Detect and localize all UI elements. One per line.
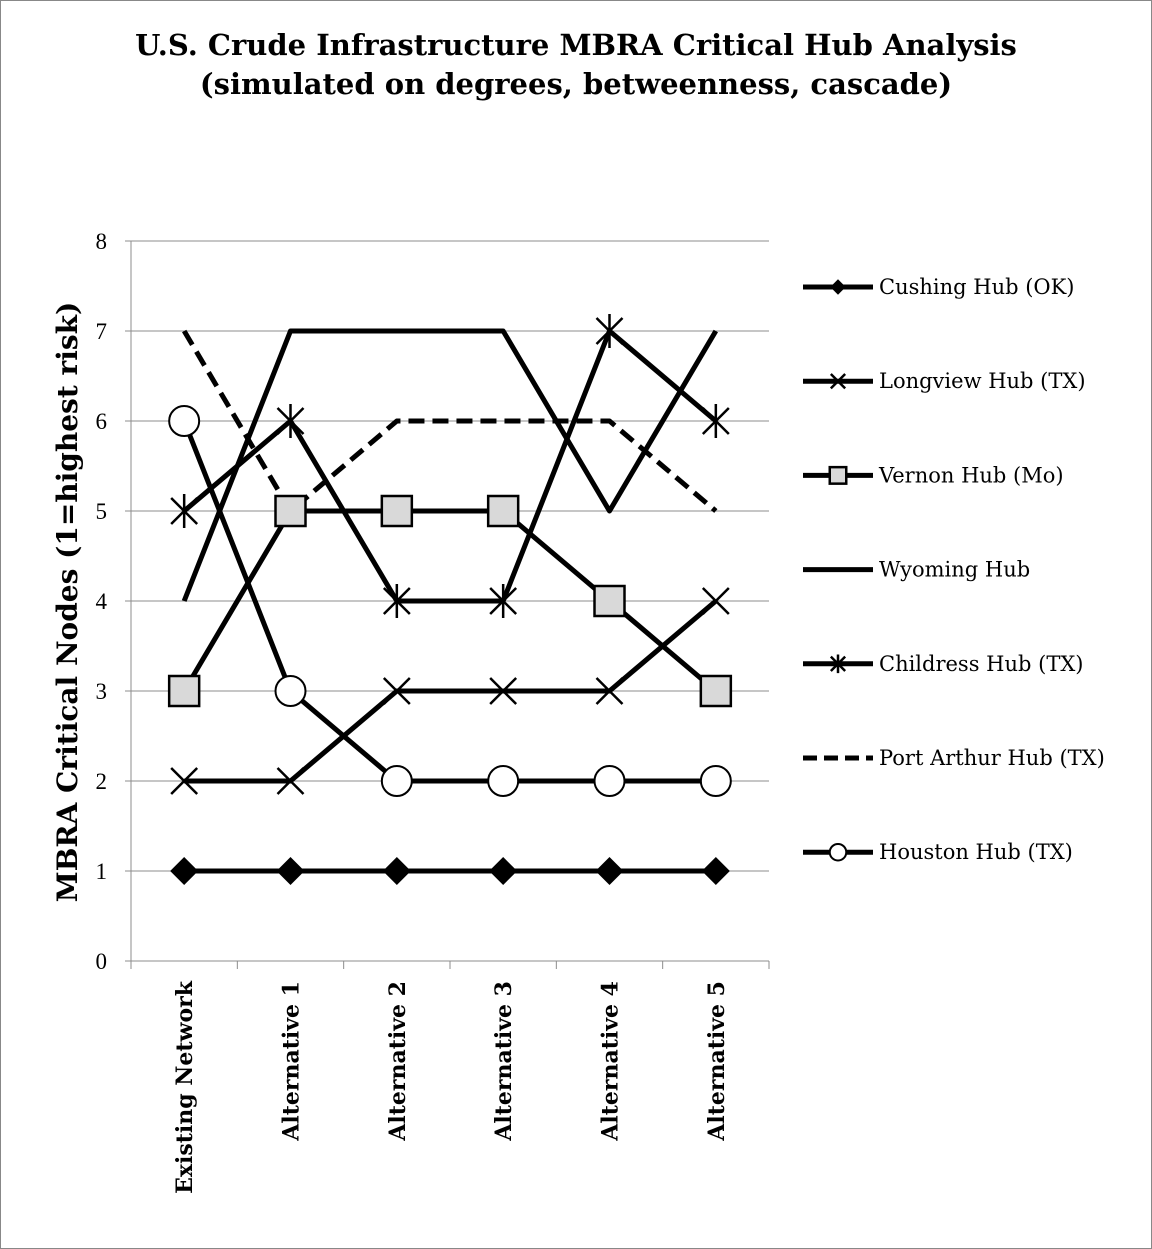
grid-lines (131, 240, 769, 872)
legend-label: Houston Hub (TX) (879, 840, 1073, 864)
y-tick-label: 1 (96, 859, 108, 884)
series-3 (181, 328, 718, 602)
asterisk-marker (382, 584, 411, 618)
circle-marker (168, 405, 201, 437)
x-marker (489, 677, 518, 705)
x-marker (595, 677, 624, 705)
square-marker (699, 674, 733, 708)
legend-item: Cushing Hub (OK) (803, 275, 1075, 299)
series-2 (167, 494, 733, 708)
legend-label: Vernon Hub (Mo) (878, 463, 1064, 487)
x-marker (829, 373, 847, 390)
series-line (182, 508, 718, 693)
square-marker (486, 494, 520, 528)
square-marker (274, 494, 307, 528)
series-line (182, 329, 718, 514)
series-1 (170, 587, 730, 795)
diamond-marker (276, 857, 305, 885)
circle-marker (487, 765, 520, 797)
x-tick-label: Alternative 5 (704, 981, 730, 1142)
x-tick-label: Alternative 4 (598, 981, 624, 1142)
diamond-marker (489, 857, 518, 885)
x-marker (701, 587, 730, 615)
asterisk-marker (276, 404, 305, 438)
legend-item: Houston Hub (TX) (803, 840, 1073, 864)
chart-title: U.S. Crude Infrastructure MBRA Critical … (135, 28, 1017, 62)
diamond-marker (382, 857, 411, 885)
legend-item: Vernon Hub (Mo) (803, 463, 1064, 487)
legend-item: Childress Hub (TX) (803, 652, 1083, 676)
x-tick-label: Alternative 3 (491, 981, 517, 1142)
x-marker (276, 767, 305, 795)
series-line (181, 420, 716, 784)
series-4 (170, 314, 730, 618)
asterisk-marker (489, 584, 518, 618)
diamond-marker (170, 857, 199, 885)
chart-subtitle: (simulated on degrees, betweenness, casc… (199, 67, 953, 101)
square-marker (593, 584, 626, 618)
square-marker (828, 465, 848, 485)
asterisk-marker (170, 494, 199, 528)
series-5 (182, 329, 718, 514)
x-marker (382, 677, 411, 705)
circle-marker (380, 765, 413, 797)
legend-label: Longview Hub (TX) (879, 369, 1086, 393)
legend-item: Port Arthur Hub (TX) (803, 746, 1105, 770)
circle-marker (699, 765, 732, 797)
legend-label: Childress Hub (TX) (879, 652, 1083, 676)
series-6 (168, 405, 732, 797)
y-tick-label: 7 (96, 319, 108, 344)
circle-marker (593, 765, 626, 797)
series-line (182, 328, 718, 604)
x-tick-label: Alternative 2 (385, 981, 411, 1142)
series-0 (170, 857, 730, 885)
legend-label: Cushing Hub (OK) (879, 275, 1075, 299)
square-marker (380, 494, 414, 528)
y-tick-label: 8 (96, 229, 108, 254)
series-lines (167, 314, 733, 885)
square-marker (167, 674, 201, 708)
y-tick-label: 3 (96, 679, 108, 704)
series-line (184, 599, 718, 784)
circle-marker (828, 842, 848, 862)
asterisk-marker (595, 314, 624, 348)
y-tick-label: 4 (96, 589, 108, 614)
legend-item: Wyoming Hub (803, 558, 1030, 582)
diamond-marker (595, 857, 624, 885)
diamond-marker (830, 279, 846, 295)
legend-label: Port Arthur Hub (TX) (879, 746, 1105, 770)
series-line (181, 328, 718, 602)
asterisk-marker (829, 654, 847, 674)
y-tick-label: 2 (96, 769, 108, 794)
legend-item: Longview Hub (TX) (803, 369, 1086, 393)
asterisk-marker (701, 404, 730, 438)
y-axis-label: MBRA Critical Nodes (1=highest risk) (51, 302, 84, 903)
y-tick-label: 0 (96, 949, 108, 974)
legend-label: Wyoming Hub (879, 558, 1030, 582)
circle-marker (274, 675, 307, 707)
x-tick-label: Alternative 1 (279, 981, 305, 1142)
y-tick-label: 6 (96, 409, 108, 434)
x-tick-label: Existing Network (172, 980, 198, 1194)
y-tick-label: 5 (96, 499, 108, 524)
legend: Cushing Hub (OK) Longview Hub (TX) Vernon … (803, 275, 1105, 864)
axes: 0 1 2 3 4 5 6 7 8 Existing Network Alternative 1 Al… (96, 229, 770, 1194)
diamond-marker (701, 857, 730, 885)
x-marker (170, 767, 199, 795)
